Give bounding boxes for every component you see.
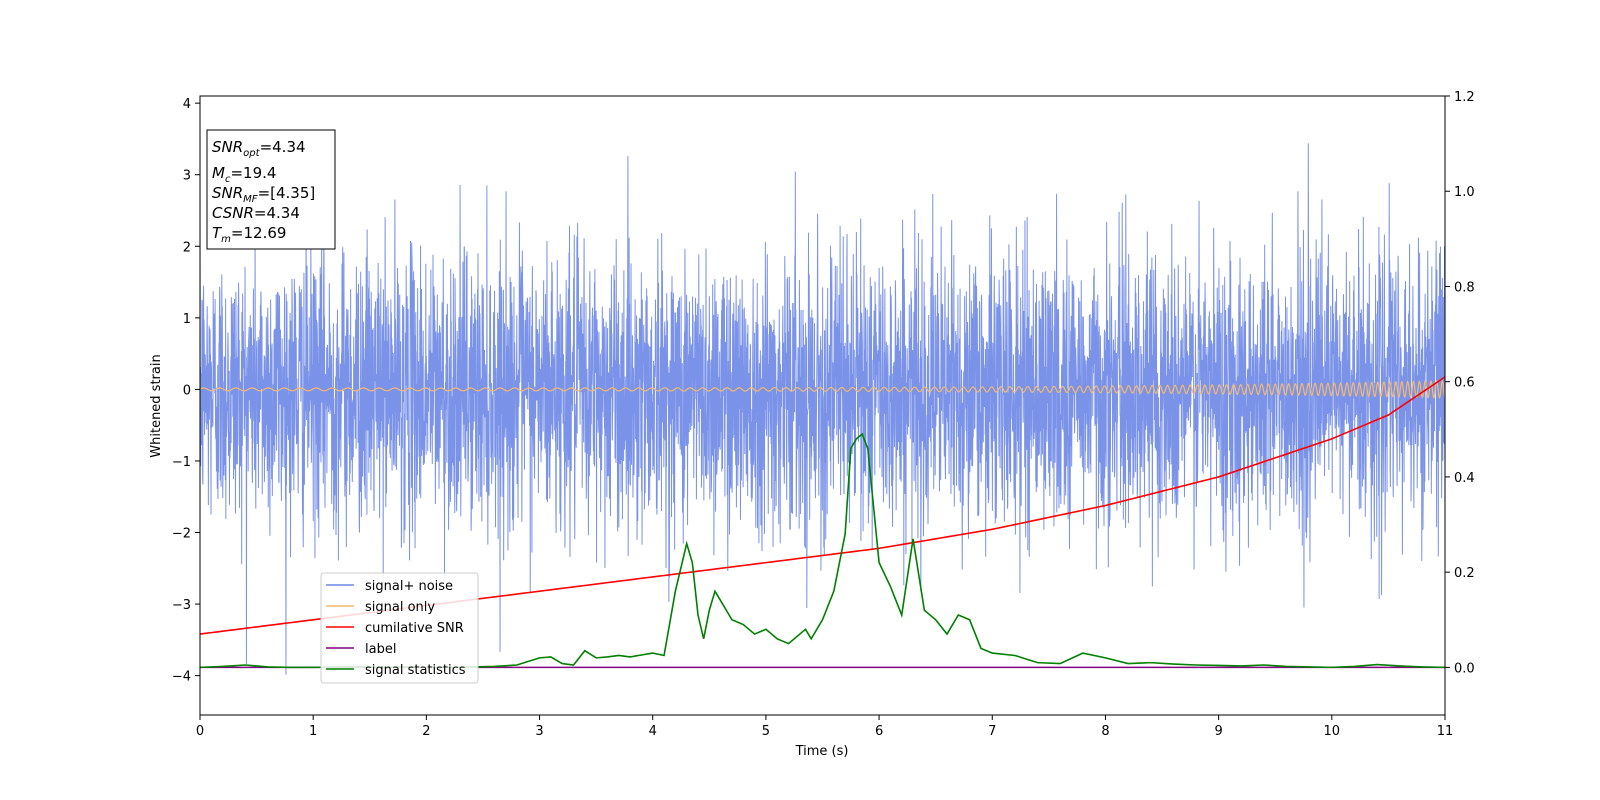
x-tick-label: 4: [649, 724, 657, 739]
y-left-tick-label: 4: [183, 97, 191, 112]
y-left-tick-label: −3: [172, 598, 191, 613]
info-box: SNRopt=4.34 Mc=19.4 SNRMF=[4.35] CSNR=4.…: [206, 129, 336, 250]
y-right-tick-label: 1.2: [1454, 90, 1475, 105]
x-tick-label: 2: [422, 724, 430, 739]
x-tick-label: 0: [196, 724, 204, 739]
info-tm: Tm=12.69: [212, 224, 286, 245]
x-tick-label: 8: [1101, 724, 1109, 739]
x-tick-label: 5: [762, 724, 770, 739]
y-right-tick-label: 0.6: [1454, 376, 1475, 391]
y-left-tick-label: 2: [183, 240, 191, 255]
x-tick-label: 3: [535, 724, 543, 739]
x-tick-label: 10: [1324, 724, 1341, 739]
svg-text:label: label: [365, 642, 396, 657]
y-right-tick-label: 0.4: [1454, 471, 1475, 486]
plot-frame: [199, 95, 1446, 716]
info-mc: Mc=19.4: [212, 164, 276, 185]
y-axis-left: 4 3 2 1 0 −1 −2 −3 −4: [172, 97, 200, 685]
svg-text:cumilative SNR: cumilative SNR: [365, 621, 464, 636]
signal-noise-line: [200, 143, 1445, 675]
y-axis-right: 1.2 1.0 0.8 0.6 0.4 0.2 0.0: [1445, 90, 1475, 676]
info-csnr: CSNR=4.34: [212, 204, 300, 222]
x-tick-label: 11: [1437, 724, 1454, 739]
info-snr-opt: SNRopt=4.34: [212, 138, 306, 159]
legend-item-signal-statistics: signal statistics: [326, 663, 466, 678]
signal-statistics-line: [200, 432, 1445, 669]
y-left-tick-label: −2: [172, 527, 191, 542]
legend-item-cumilative-snr: cumilative SNR: [326, 621, 464, 636]
x-tick-label: 1: [309, 724, 317, 739]
legend-item-signal-only: signal only: [326, 600, 435, 615]
y-right-tick-label: 0.2: [1454, 566, 1475, 581]
x-axis-label: Time (s): [795, 744, 849, 759]
y-left-tick-label: 1: [183, 312, 191, 327]
y-right-tick-label: 0.0: [1454, 661, 1475, 676]
info-snr-mf: SNRMF=[4.35]: [212, 184, 315, 205]
legend-item-signal-noise: signal+ noise: [326, 579, 453, 594]
x-tick-label: 6: [875, 724, 883, 739]
x-tick-label: 9: [1214, 724, 1222, 739]
svg-text:signal+ noise: signal+ noise: [365, 579, 453, 594]
signal-only-line: [200, 379, 1445, 400]
y-right-tick-label: 1.0: [1454, 185, 1475, 200]
svg-text:signal statistics: signal statistics: [365, 663, 466, 678]
svg-text:signal only: signal only: [365, 600, 435, 615]
x-axis: 0 1 2 3 4 5 6 7 8 9 10 11: [196, 715, 1453, 739]
y-right-tick-label: 0.8: [1454, 280, 1475, 295]
y-axis-label: Whitened strain: [149, 354, 164, 457]
legend: signal+ noise signal only cumilative SNR…: [320, 572, 479, 684]
y-left-tick-label: 3: [183, 169, 191, 184]
x-tick-label: 7: [988, 724, 996, 739]
y-left-tick-label: −1: [172, 455, 191, 470]
y-left-tick-label: −4: [172, 670, 191, 685]
legend-item-label: label: [326, 642, 396, 657]
y-left-tick-label: 0: [183, 383, 191, 398]
